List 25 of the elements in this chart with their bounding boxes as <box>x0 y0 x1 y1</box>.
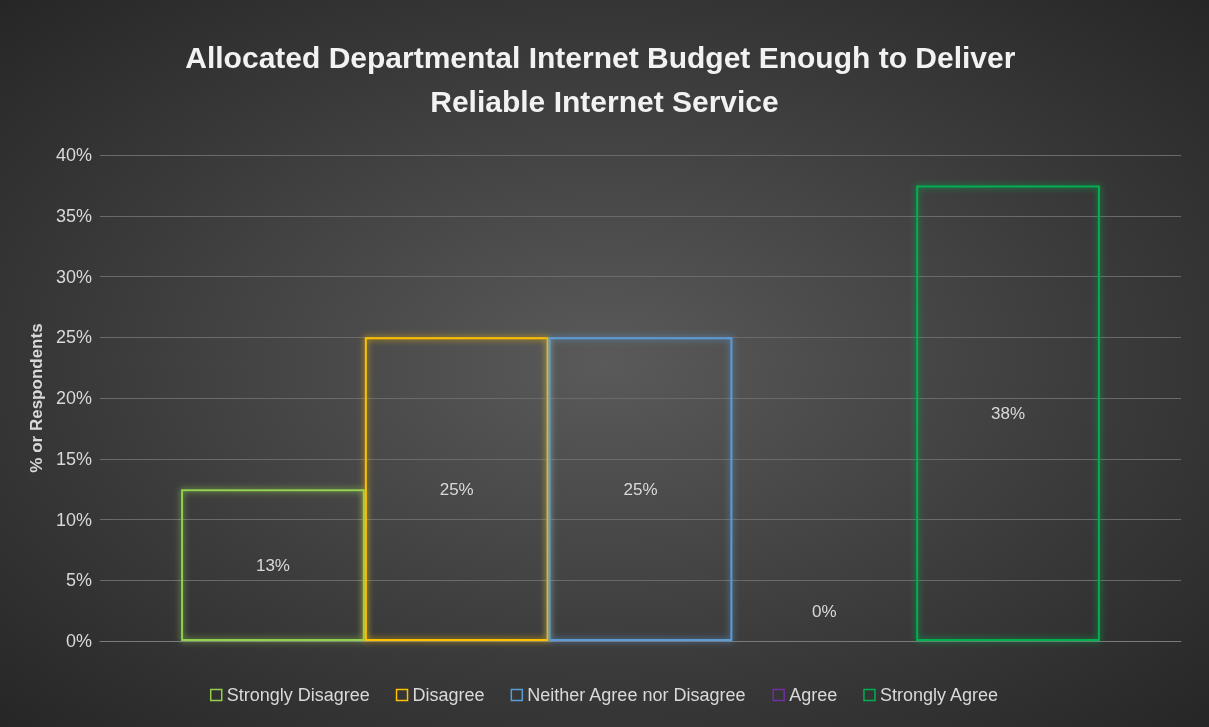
y-axis-title: % or Respondents <box>27 323 47 473</box>
bar <box>181 489 365 641</box>
y-tick-label: 20% <box>55 388 92 408</box>
data-label: 25% <box>623 479 658 499</box>
legend-label: Agree <box>789 685 838 705</box>
legend-label: Neither Agree nor Disagree <box>527 685 746 705</box>
y-tick-label: 35% <box>55 205 92 226</box>
data-label: 38% <box>991 403 1026 423</box>
y-tick-label: 5% <box>65 570 92 591</box>
y-tick-label: 30% <box>55 266 92 287</box>
bar <box>364 337 549 641</box>
y-tick-label: 10% <box>55 509 92 530</box>
legend-label: Strongly Agree <box>879 685 999 705</box>
chart-title: Allocated Departmental Internet Budget Enough to Deliver Reliable Internet Service <box>185 40 1024 118</box>
bar <box>548 337 733 641</box>
data-label: 0% <box>811 602 837 621</box>
y-tick-label: 15% <box>55 448 92 469</box>
legend-label: Disagree <box>412 685 485 705</box>
data-label: 13% <box>255 555 290 575</box>
y-tick-label: 0% <box>65 631 92 651</box>
legend-label: Strongly Disagree <box>226 685 370 705</box>
bar <box>916 185 1100 641</box>
data-label: 25% <box>439 479 474 499</box>
y-tick-label: 25% <box>55 327 92 348</box>
y-tick-label: 40% <box>55 145 92 165</box>
